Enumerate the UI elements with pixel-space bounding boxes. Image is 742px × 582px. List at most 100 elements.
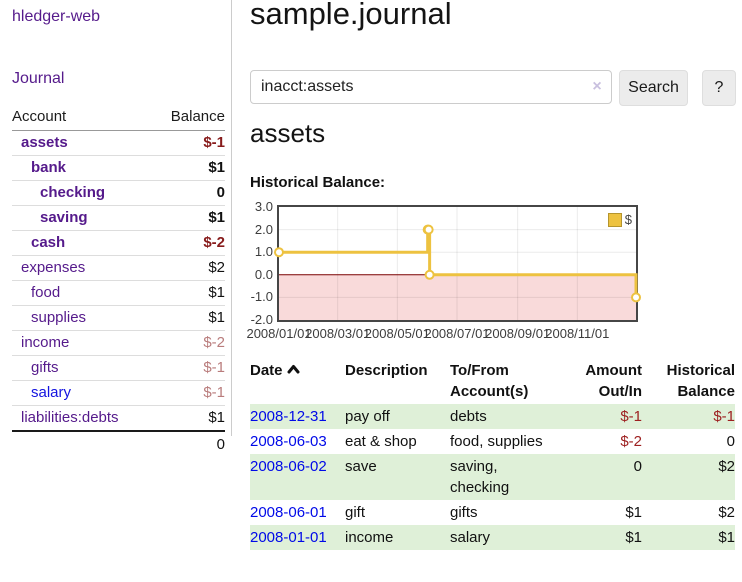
transaction-balance: $1 [718, 529, 735, 546]
account-balance: $1 [208, 284, 225, 301]
account-balance: $1 [208, 159, 225, 176]
description-header: Description [345, 362, 428, 379]
account-column-header: Account [12, 108, 67, 125]
sidebar: hledger-web Journal Account Balance asse… [0, 0, 232, 453]
x-tick-label: 2008/09/01 [485, 326, 551, 341]
register-row: 2008-06-01 gift gifts $1 $2 [250, 500, 735, 525]
account-link[interactable]: saving [40, 209, 88, 226]
account-row: food $1 [12, 281, 225, 306]
historical-balance-chart: 3.0 2.0 1.0 0.0 -1.0 -2.0 $ 2008/01/01 2008/03… [246, 199, 742, 348]
transaction-description: save [345, 458, 377, 475]
account-link[interactable]: expenses [21, 259, 86, 276]
account-row: supplies $1 [12, 306, 225, 331]
transaction-description: income [345, 529, 394, 546]
x-tick-label: 2008/05/01 [364, 326, 430, 341]
balance-column-header: Balance [170, 108, 225, 125]
chart-title: Historical Balance: [250, 174, 386, 191]
account-link[interactable]: liabilities:debts [21, 409, 119, 426]
main-content: sample.journal × Search ? assets Histori… [246, 0, 742, 582]
transaction-accounts: debts [450, 408, 487, 425]
transaction-amount: $1 [625, 529, 642, 546]
app-title-link[interactable]: hledger-web [12, 8, 101, 25]
legend-label: $ [624, 212, 632, 227]
transaction-date-link[interactable]: 2008-06-01 [250, 504, 327, 521]
accounts-total-value: 0 [216, 436, 225, 453]
chart-plot-area: $ [274, 205, 641, 322]
x-tick-label: 2008/07/01 [424, 326, 490, 341]
search-button[interactable]: Search [619, 70, 688, 106]
register-table: Date Description To/From Account(s) Amou… [250, 358, 735, 550]
y-tick-label: 3.0 [254, 199, 273, 214]
legend-swatch-icon [607, 212, 622, 227]
y-tick-label: 1.0 [254, 244, 273, 260]
accounts-table-header: Account Balance [12, 105, 225, 131]
help-button[interactable]: ? [702, 70, 736, 106]
transaction-date-link[interactable]: 2008-01-01 [250, 529, 327, 546]
accounts-total-row: 0 [12, 430, 225, 457]
x-tick-label: 2008/11/01 [545, 326, 610, 341]
search-form: × Search ? [250, 70, 742, 106]
x-tick-label: 2008/03/01 [305, 326, 371, 341]
account-balance: $-1 [203, 134, 225, 151]
account-balance: $-1 [203, 359, 225, 376]
account-link[interactable]: supplies [31, 309, 87, 326]
transaction-amount: 0 [633, 458, 642, 475]
transaction-amount: $1 [625, 504, 642, 521]
transaction-accounts: gifts [450, 504, 478, 521]
balance-header: Historical Balance [666, 362, 735, 400]
search-input[interactable] [250, 70, 612, 104]
y-tick-label: -2.0 [250, 312, 273, 327]
clear-search-icon[interactable]: × [592, 78, 602, 95]
chart-legend: $ [607, 212, 632, 227]
y-tick-label: 0.0 [254, 266, 273, 282]
register-row: 2008-06-03 eat & shop food, supplies $-2… [250, 429, 735, 454]
account-link[interactable]: assets [21, 134, 68, 151]
accounts-list: assets $-1 bank $1 checking 0 saving $1 … [12, 131, 225, 430]
transaction-description: gift [345, 504, 366, 521]
current-account-heading: assets [250, 118, 326, 148]
transaction-accounts: salary [450, 529, 491, 546]
register-header-row: Date Description To/From Account(s) Amou… [250, 358, 735, 404]
y-tick-label: -1.0 [250, 289, 273, 305]
transaction-accounts: saving, checking [450, 458, 510, 496]
transaction-description: pay off [345, 408, 390, 425]
transaction-date-link[interactable]: 2008-12-31 [250, 408, 327, 425]
account-row: checking 0 [12, 181, 225, 206]
transaction-date-link[interactable]: 2008-06-03 [250, 433, 327, 450]
account-link[interactable]: gifts [31, 359, 59, 376]
transaction-balance: $-1 [713, 408, 735, 425]
account-row: gifts $-1 [12, 356, 225, 381]
account-row: income $-2 [12, 331, 225, 356]
register-row: 2008-12-31 pay off debts $-1 $-1 [250, 404, 735, 429]
account-link[interactable]: income [21, 334, 70, 351]
account-row: assets $-1 [12, 131, 225, 156]
account-balance: $1 [208, 409, 225, 426]
account-row: cash $-2 [12, 231, 225, 256]
transaction-amount: $-1 [620, 408, 642, 425]
account-row: bank $1 [12, 156, 225, 181]
account-link[interactable]: salary [31, 384, 72, 401]
account-link[interactable]: checking [40, 184, 106, 201]
transaction-accounts: food, supplies [450, 433, 543, 450]
register-row: 2008-01-01 income salary $1 $1 [250, 525, 735, 550]
transaction-balance: $2 [718, 504, 735, 521]
sort-by-date-header[interactable]: Date [250, 358, 345, 404]
transaction-balance: $2 [718, 458, 735, 475]
account-link[interactable]: cash [31, 234, 66, 251]
chart-canvas [274, 207, 641, 320]
sort-ascending-icon [287, 360, 300, 381]
account-link[interactable]: bank [31, 159, 67, 176]
y-tick-label: 2.0 [254, 221, 273, 237]
transaction-amount: $-2 [620, 433, 642, 450]
account-row: expenses $2 [12, 256, 225, 281]
account-row: liabilities:debts $1 [12, 406, 225, 430]
transaction-date-link[interactable]: 2008-06-02 [250, 458, 327, 475]
account-balance: $1 [208, 309, 225, 326]
account-link[interactable]: food [31, 284, 61, 301]
account-balance: $-1 [203, 384, 225, 401]
account-balance: $-2 [203, 334, 225, 351]
account-balance: 0 [216, 184, 225, 201]
transaction-description: eat & shop [345, 433, 417, 450]
sidebar-item-journal[interactable]: Journal [12, 70, 65, 87]
